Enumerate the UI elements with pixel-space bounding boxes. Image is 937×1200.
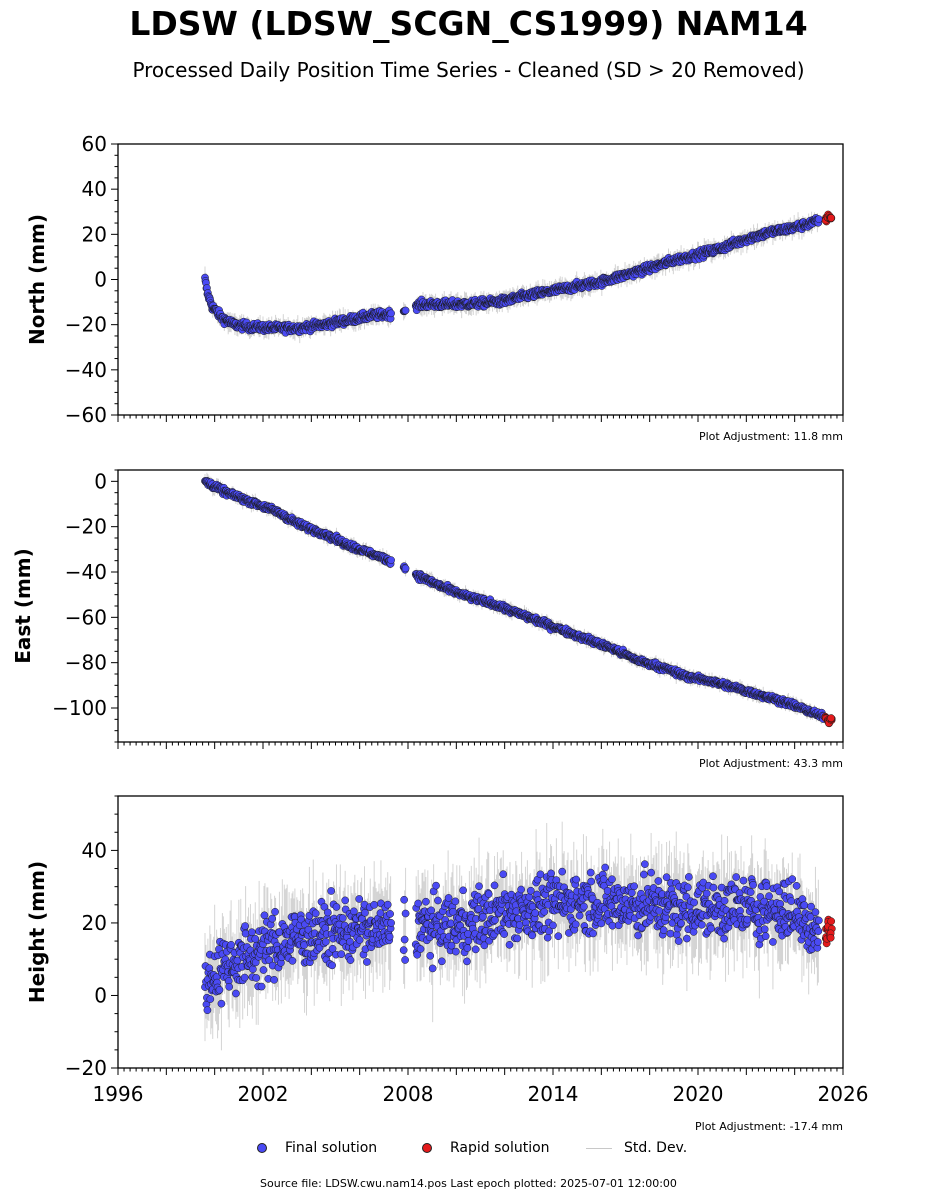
final-point [337,950,346,958]
panel-frame [117,143,844,416]
y-tick-label: −20 [65,515,107,539]
final-point [252,974,261,982]
final-point [401,306,410,315]
final-solution-points [201,477,828,723]
panel-2-data [201,472,836,728]
final-point [215,986,224,994]
final-point [217,999,226,1008]
y-tick-label: −100 [52,696,107,720]
final-point [338,914,347,922]
final-point [271,907,279,916]
y-tick-label: 0 [94,469,107,493]
final-point [350,907,358,916]
final-point [241,929,250,938]
final-point [268,914,277,923]
y-axis-label: North (mm) [25,214,49,345]
y-tick-label: 0 [94,268,107,292]
panel-3-data [201,821,836,1051]
y-tick-label: 20 [82,222,107,246]
x-ticks [117,742,844,749]
final-point [332,903,341,911]
final-point [203,1006,212,1015]
final-point [323,908,332,917]
y-axis-label: East (mm) [11,548,35,664]
final-point [251,935,260,943]
plot-adjustment-note: Plot Adjustment: 11.8 mm [699,430,843,443]
y-tick-label: −40 [65,358,107,382]
final-point [341,896,350,905]
y-ticks [111,143,118,416]
final-point [346,956,355,964]
final-solution-points [201,214,823,337]
final-point [387,556,395,564]
x-ticks [117,415,844,422]
final-point [327,887,335,895]
final-point [328,961,336,970]
y-tick-label: 40 [82,177,107,201]
final-point [225,982,234,991]
final-point [311,909,320,918]
final-point [257,982,266,991]
panel-frame [117,469,844,743]
y-tick-label: −60 [65,403,107,427]
final-point [328,944,337,953]
final-point [233,956,242,965]
chart-title: LDSW (LDSW_SCGN_CS1999) NAM14 [129,4,808,43]
y-tick-label: −20 [65,313,107,337]
final-point [259,966,268,974]
y-tick-label: −40 [65,560,107,584]
rapid-point [827,214,835,222]
final-solution-points [201,860,823,1015]
panel-1: −60 −40 −20 0 20 40 60 North (mm) Plot Adjustmen… [25,132,844,443]
panel-2: −100 −80 −60 −40 −20 0 East (mm) Plot Adjustmen… [11,469,844,770]
final-point [288,956,297,965]
y-ticks [111,469,118,743]
y-tick-label: 60 [82,132,107,156]
final-point [232,989,240,998]
final-point [321,937,330,946]
y-tick-label: −80 [65,651,107,675]
final-point [241,922,249,930]
rapid-solution-points [821,712,836,728]
final-point [240,973,249,982]
final-point [320,903,329,911]
final-point [401,564,410,573]
y-tick-label: −60 [65,605,107,629]
final-point [814,215,823,223]
final-point [270,975,278,984]
plot-adjustment-note: Plot Adjustment: 43.3 mm [699,757,843,770]
final-point [206,995,215,1003]
panel-1-data [201,210,836,344]
final-point [355,936,364,944]
rapid-point [827,714,835,722]
final-point [248,928,256,937]
final-point [355,895,364,903]
rapid-solution-points [821,210,836,226]
final-point [260,911,269,920]
chart-subtitle: Processed Daily Position Time Series - C… [132,58,805,82]
final-point [387,309,395,318]
final-point [249,965,257,974]
final-point [227,941,235,949]
